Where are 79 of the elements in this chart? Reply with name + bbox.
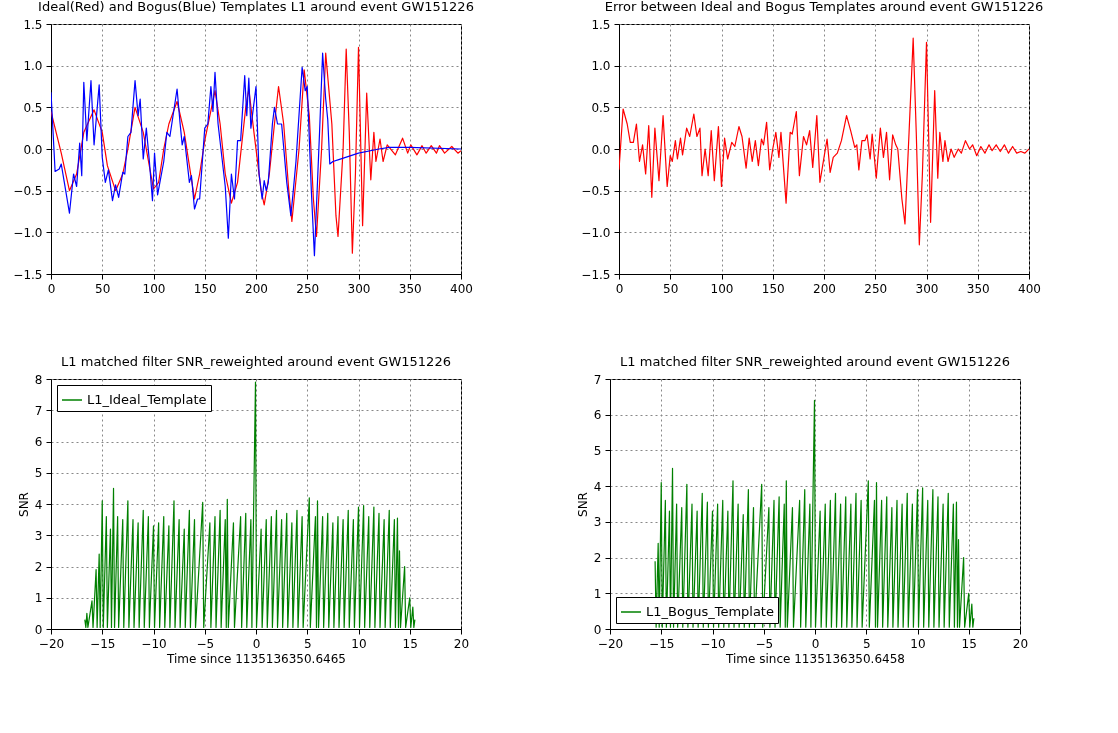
y-tick-label: 0 — [593, 622, 602, 637]
y-tick-label: 2 — [593, 551, 602, 566]
y-tick-label: 6 — [34, 435, 43, 449]
y-tick-label: 1.0 — [591, 59, 611, 74]
y-axis-title: SNR — [575, 492, 590, 517]
x-tick-label: 20 — [453, 636, 470, 651]
line-series — [619, 37, 1029, 246]
y-tick-label: 1 — [593, 586, 602, 601]
x-tick-label: 0 — [252, 636, 261, 651]
y-tick-label: −0.5 — [581, 184, 611, 199]
x-tick-label: −5 — [755, 636, 774, 651]
chart-title: L1 matched filter SNR_reweighted around event GW151226 — [61, 354, 451, 369]
x-tick-label: 15 — [961, 636, 977, 651]
x-tick-label: 5 — [303, 636, 312, 651]
y-tick-label: 1.0 — [23, 59, 43, 74]
chart-title: L1 matched filter SNR_reweighted around event GW151226 — [620, 354, 1010, 369]
y-tick-label: 1.5 — [23, 17, 43, 32]
y-tick-label: 5 — [34, 466, 43, 481]
x-tick-label: 200 — [245, 281, 268, 296]
y-tick-label: 0.0 — [591, 142, 611, 157]
x-axis-title: Time since 1135136350.6458 — [725, 651, 905, 666]
x-tick-label: 150 — [193, 281, 217, 296]
x-tick-label: 10 — [910, 636, 926, 651]
y-tick-label: −0.5 — [13, 184, 43, 199]
x-tick-label: 400 — [450, 281, 473, 296]
x-tick-label: 250 — [864, 281, 888, 296]
y-tick-label: 7 — [34, 403, 43, 418]
x-tick-label: −10 — [700, 636, 726, 651]
x-tick-label: 400 — [1018, 281, 1041, 296]
x-tick-label: −5 — [196, 636, 215, 651]
chart-title: Ideal(Red) and Bogus(Blue) Templates L1 around event GW151226 — [38, 0, 474, 14]
x-tick-label: −10 — [141, 636, 167, 651]
y-tick-label: 3 — [593, 515, 602, 530]
x-axis-title: Time since 1135136350.6465 — [166, 651, 346, 666]
chart-title: Error between Ideal and Bogus Templates around event GW151226 — [604, 0, 1044, 14]
x-tick-label: 50 — [663, 281, 679, 296]
x-tick-label: 0 — [47, 281, 56, 296]
x-tick-label: 350 — [398, 281, 422, 296]
x-tick-label: 0 — [615, 281, 624, 296]
y-tick-label: 0 — [34, 622, 43, 637]
x-tick-label: 15 — [402, 636, 418, 651]
legend-label: L1_Bogus_Template — [646, 604, 774, 619]
x-tick-label: 300 — [347, 281, 371, 296]
x-tick-label: 350 — [966, 281, 990, 296]
x-tick-label: 0 — [811, 636, 820, 651]
y-tick-label: 4 — [593, 479, 602, 494]
y-tick-label: 3 — [34, 528, 43, 543]
y-tick-label: 2 — [34, 560, 43, 574]
y-tick-label: −1.0 — [13, 225, 43, 240]
y-tick-label: 1.5 — [591, 17, 611, 32]
x-tick-label: 50 — [95, 281, 111, 296]
x-tick-label: 250 — [296, 281, 320, 296]
y-tick-label: 5 — [593, 443, 602, 458]
y-tick-label: −1.5 — [581, 267, 611, 282]
line-series — [84, 381, 416, 629]
y-tick-label: 4 — [34, 497, 43, 512]
x-tick-label: 150 — [761, 281, 785, 296]
x-tick-label: −15 — [649, 636, 675, 651]
y-tick-label: −1.5 — [13, 267, 43, 282]
y-tick-label: 0.0 — [23, 142, 43, 157]
y-tick-label: 6 — [593, 408, 602, 423]
x-tick-label: −15 — [90, 636, 116, 651]
y-tick-label: 8 — [34, 372, 43, 387]
x-tick-label: 100 — [710, 281, 734, 296]
x-tick-label: 10 — [351, 636, 367, 651]
y-tick-label: 0.5 — [23, 100, 43, 115]
x-tick-label: 20 — [1012, 636, 1029, 651]
x-tick-label: 300 — [915, 281, 939, 296]
legend-label: L1_Ideal_Template — [87, 392, 207, 407]
y-tick-label: 7 — [593, 372, 602, 387]
x-tick-label: −20 — [597, 636, 624, 651]
y-tick-label: −1.0 — [581, 225, 611, 240]
y-tick-label: 0.5 — [591, 100, 611, 115]
x-tick-label: 100 — [142, 281, 166, 296]
x-tick-label: 5 — [862, 636, 871, 651]
x-tick-label: −20 — [38, 636, 65, 651]
x-tick-label: 200 — [813, 281, 836, 296]
y-axis-title: SNR — [16, 492, 31, 517]
y-tick-label: 1 — [34, 591, 43, 606]
